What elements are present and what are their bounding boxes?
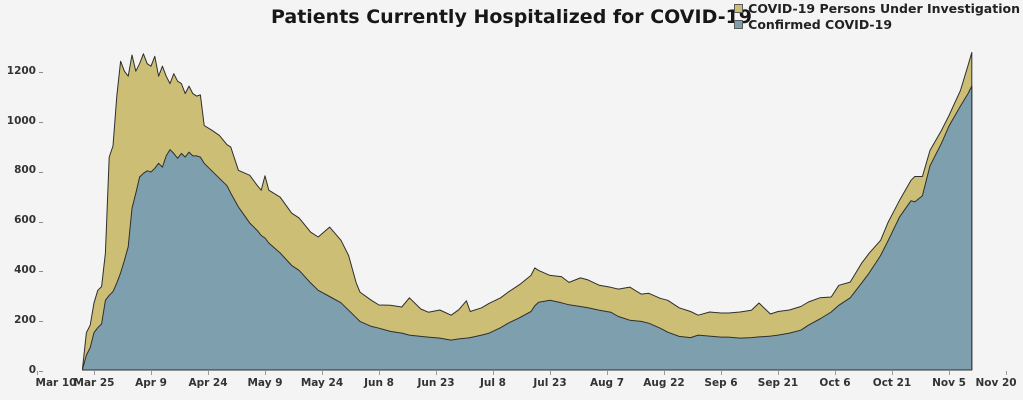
legend-swatch-icon [734, 4, 744, 13]
series-area-confirmed [82, 85, 973, 371]
legend-item[interactable]: COVID-19 Persons Under Investigation [734, 1, 1020, 16]
legend-item-label: Confirmed COVID-19 [748, 17, 893, 32]
legend-swatch-icon [734, 20, 744, 29]
legend: COVID-19 Persons Under Investigation Conf… [734, 1, 1020, 32]
chart-title: Patients Currently Hospitalized for COVI… [270, 6, 753, 28]
legend-item-label: COVID-19 Persons Under Investigation [748, 1, 1020, 16]
legend-item[interactable]: Confirmed COVID-19 [734, 17, 1020, 32]
